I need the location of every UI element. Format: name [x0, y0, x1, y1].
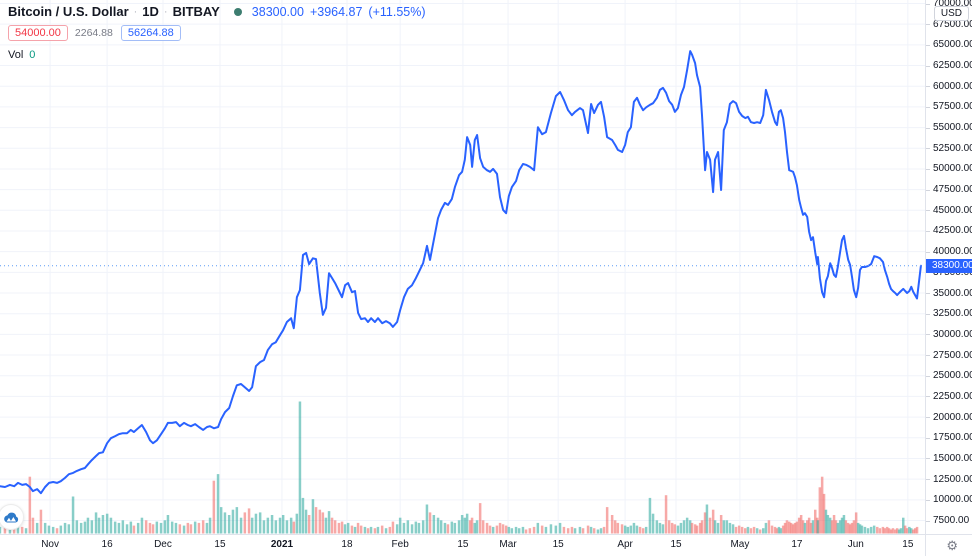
price-axis-tick — [926, 210, 930, 212]
price-axis-tick — [926, 458, 930, 460]
cloud-mountains-icon — [4, 512, 19, 522]
price-axis-label: 67500.00 — [933, 18, 972, 30]
price-axis-tick — [926, 396, 930, 398]
price-axis-label: 40000.00 — [933, 246, 972, 258]
price-axis-label: 22500.00 — [933, 390, 972, 402]
price-level-badges: 54000.00 2264.88 56264.88 — [8, 25, 426, 41]
price-axis-tick — [926, 417, 930, 419]
price-axis-tick — [926, 293, 930, 295]
price-axis-tick — [926, 44, 930, 46]
price-axis-label: 30000.00 — [933, 328, 972, 340]
price-axis-tick — [926, 168, 930, 170]
price-axis-tick — [926, 189, 930, 191]
price-axis-tick — [926, 272, 930, 274]
price-axis-label: 32500.00 — [933, 308, 972, 320]
time-axis-label: 15 — [670, 539, 682, 550]
price-axis-tick — [926, 355, 930, 357]
price-change-value: +3964.87 — [309, 4, 363, 19]
symbol-title[interactable]: Bitcoin / U.S. Dollar — [8, 4, 129, 19]
price-axis-tick — [926, 230, 930, 232]
interval-label[interactable]: 1D — [142, 4, 159, 19]
price-axis-tick — [926, 3, 930, 5]
quote-values: 38300.00 +3964.87 (+11.55%) — [252, 5, 426, 19]
price-axis-tick — [926, 499, 930, 501]
time-axis-label: Dec — [154, 539, 172, 550]
currency-usd-button[interactable]: USD — [933, 6, 969, 21]
buy-level-badge[interactable]: 56264.88 — [120, 25, 181, 41]
price-axis-tick — [926, 251, 930, 253]
separator-dot: · — [133, 5, 138, 18]
price-axis-label: 62500.00 — [933, 60, 972, 72]
sell-level-badge[interactable]: 54000.00 — [8, 25, 68, 41]
price-axis-label: 10000.00 — [933, 494, 972, 506]
time-axis-label: Nov — [41, 539, 60, 550]
price-axis-label: 17500.00 — [933, 432, 972, 444]
last-price-value: 38300.00 — [251, 4, 304, 19]
price-change-percent: (+11.55%) — [368, 4, 426, 19]
price-axis-label: 7500.00 — [933, 515, 970, 526]
price-axis-label: 20000.00 — [933, 411, 972, 423]
time-axis-label: 15 — [457, 539, 469, 550]
price-axis-tick — [926, 334, 930, 336]
price-axis-tick — [926, 375, 930, 377]
price-axis-tick — [926, 86, 930, 88]
middle-level-value: 2264.88 — [74, 27, 113, 39]
price-axis-label: 47500.00 — [933, 184, 972, 196]
exchange-label[interactable]: BITBAY — [172, 4, 220, 19]
time-axis-label: 2021 — [270, 539, 294, 550]
separator-dot: · — [163, 5, 168, 18]
price-axis-tick — [926, 106, 930, 108]
price-axis-tick — [926, 437, 930, 439]
price-axis-label: 12500.00 — [933, 473, 972, 485]
time-axis[interactable]: ⚙ Nov 16 Dec 15 2021 18 Feb 15 Mar 15 Apr 15 May 17 Ju… — [0, 534, 972, 556]
time-axis-label: 17 — [791, 539, 803, 550]
price-axis-label: 50000.00 — [933, 163, 972, 175]
price-axis-tick — [926, 313, 930, 315]
price-axis-tick — [926, 520, 930, 522]
volume-bars — [0, 401, 919, 534]
time-axis-label: Jun — [847, 539, 864, 550]
price-axis-label: 57500.00 — [933, 101, 972, 113]
time-axis-label: 15 — [552, 539, 564, 550]
price-axis-label: 25000.00 — [933, 370, 972, 382]
price-axis-tick — [926, 148, 930, 150]
time-axis-label: 15 — [902, 539, 914, 550]
symbol-legend: Bitcoin / U.S. Dollar · 1D · BITBAY 3830… — [8, 4, 426, 61]
time-axis-label: 18 — [341, 539, 353, 550]
time-axis-label: Apr — [617, 539, 633, 550]
price-axis-tick — [926, 65, 930, 67]
price-axis-label: 52500.00 — [933, 142, 972, 154]
price-axis[interactable]: USD 38300.00 7500.00 10000.00 12500.00 1500… — [925, 0, 972, 534]
price-axis-tick — [926, 24, 930, 26]
price-axis-label: 45000.00 — [933, 204, 972, 216]
price-axis-label: 70000.00 — [933, 0, 972, 9]
price-axis-label: 65000.00 — [933, 39, 972, 51]
time-axis-label: 15 — [214, 539, 226, 550]
volume-study-row: Vol 0 — [8, 49, 426, 61]
grid-lines — [0, 0, 925, 534]
market-status-dot-icon — [233, 7, 242, 16]
volume-study-label[interactable]: Vol — [8, 49, 24, 61]
time-axis-label: May — [730, 539, 750, 550]
volume-study-value: 0 — [29, 49, 36, 61]
axis-corner-divider — [925, 534, 926, 556]
price-axis-label: 60000.00 — [933, 80, 972, 92]
last-price-tag: 38300.00 — [926, 258, 972, 273]
time-axis-label: 16 — [101, 539, 113, 550]
price-axis-label: 35000.00 — [933, 287, 972, 299]
price-line-series — [0, 50, 922, 495]
price-axis-label: 15000.00 — [933, 452, 972, 464]
price-axis-tick — [926, 479, 930, 481]
time-axis-label: Feb — [391, 539, 409, 550]
axis-settings-gear-icon[interactable]: ⚙ — [946, 538, 958, 553]
bitbay-logo-watermark[interactable] — [0, 504, 24, 530]
price-axis-label: 42500.00 — [933, 225, 972, 237]
price-axis-tick — [926, 127, 930, 129]
price-axis-label: 55000.00 — [933, 122, 972, 134]
time-axis-label: Mar — [499, 539, 517, 550]
price-chart-canvas[interactable] — [0, 0, 925, 534]
legend-title-row: Bitcoin / U.S. Dollar · 1D · BITBAY 3830… — [8, 4, 426, 19]
price-axis-label: 27500.00 — [933, 349, 972, 361]
